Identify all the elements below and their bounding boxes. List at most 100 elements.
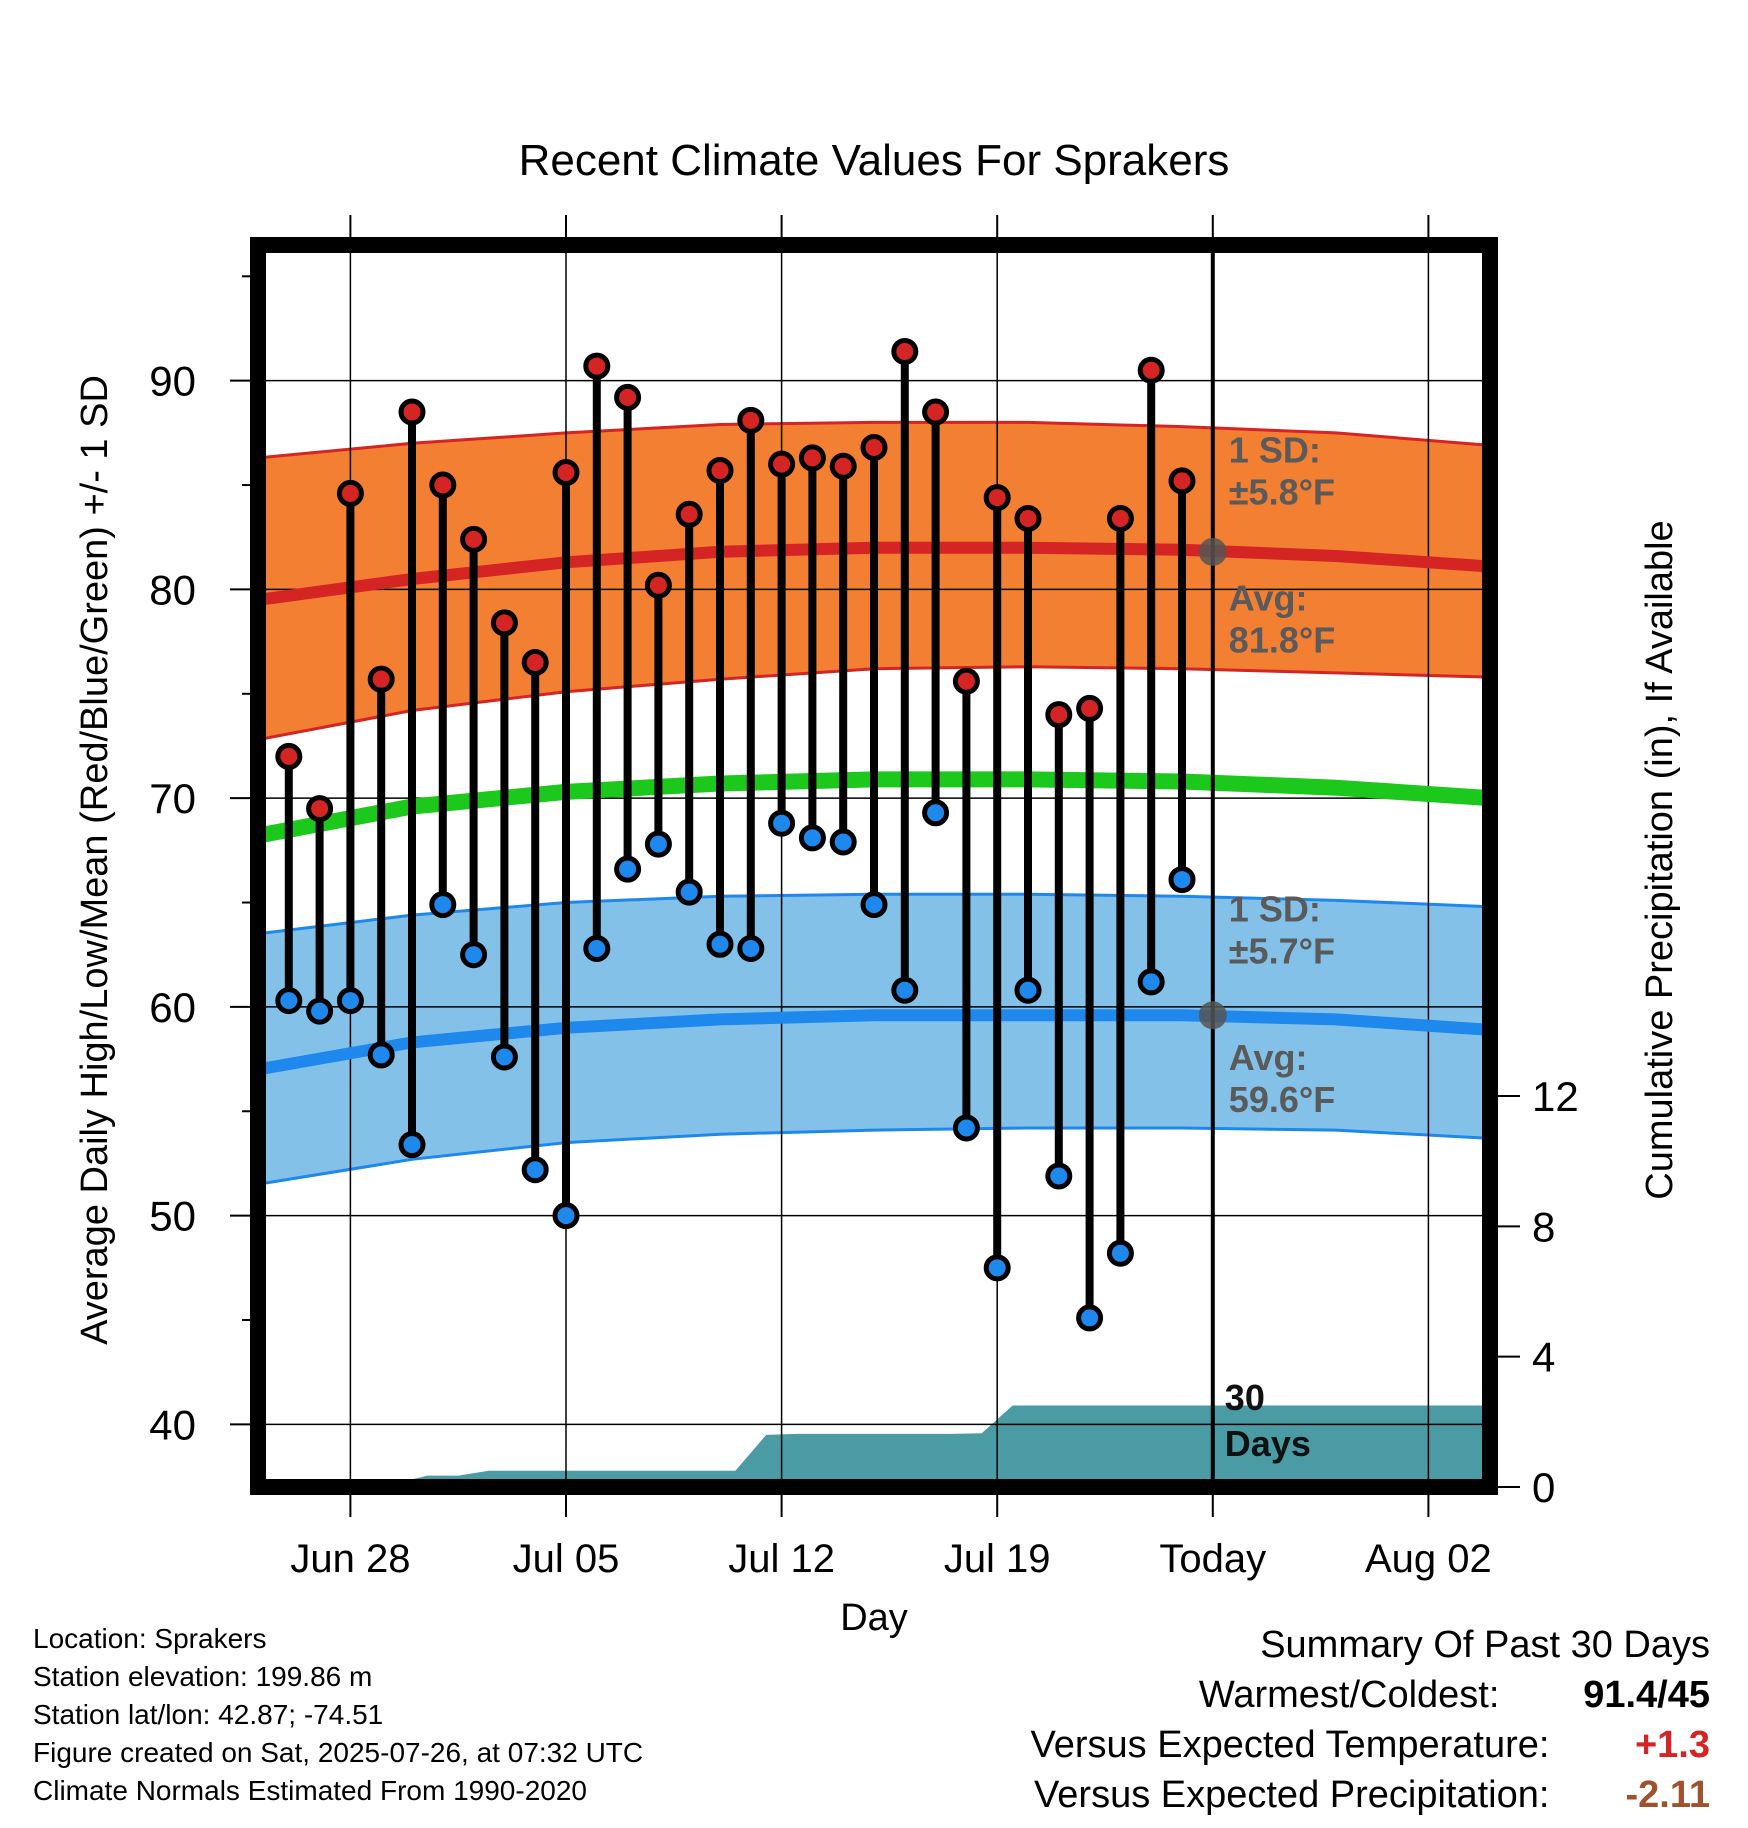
x-tick-label: Aug 02 bbox=[1365, 1537, 1492, 1581]
daily-low-point bbox=[490, 1043, 518, 1071]
band-annotation: 1 SD: bbox=[1229, 429, 1321, 470]
daily-low-point bbox=[1106, 1239, 1134, 1267]
daily-high-point bbox=[1076, 694, 1104, 722]
chart-title: Recent Climate Values For Sprakers bbox=[519, 136, 1230, 185]
daily-high-point bbox=[429, 471, 457, 499]
daily-low-point bbox=[891, 976, 919, 1004]
period-label-days: Days bbox=[1225, 1423, 1311, 1464]
x-tick-label: Jun 28 bbox=[290, 1537, 410, 1581]
daily-low-point bbox=[675, 878, 703, 906]
plot-frame bbox=[250, 237, 1498, 1495]
y2-tick-label: 12 bbox=[1532, 1073, 1579, 1120]
daily-high-point bbox=[675, 500, 703, 528]
daily-high-point bbox=[367, 665, 395, 693]
daily-low-point bbox=[614, 855, 642, 883]
band-annotation-value: ±5.8°F bbox=[1229, 471, 1335, 512]
summary-title: Summary Of Past 30 Days bbox=[1260, 1624, 1710, 1666]
y2-axis-label: Cumulative Precipitation (in), If Availa… bbox=[1639, 520, 1681, 1199]
y2-tick-label: 8 bbox=[1532, 1203, 1555, 1250]
precip-area bbox=[273, 1405, 1490, 1487]
plot-area bbox=[258, 245, 1490, 1487]
summary-precip-row: Versus Expected Precipitation: -2.11 bbox=[1031, 1770, 1710, 1820]
daily-high-point bbox=[490, 609, 518, 637]
daily-low-point bbox=[552, 1202, 580, 1230]
y-tick-label: 60 bbox=[149, 984, 196, 1031]
temp-label: Versus Expected Temperature: bbox=[1030, 1724, 1550, 1766]
y2-tick-label: 4 bbox=[1532, 1334, 1555, 1381]
daily-low-point bbox=[860, 891, 888, 919]
daily-low-point bbox=[460, 941, 488, 969]
daily-high-point bbox=[1106, 504, 1134, 532]
period-label: 30 bbox=[1225, 1377, 1265, 1418]
daily-low-point bbox=[1045, 1162, 1073, 1190]
high-upper-edge bbox=[258, 420, 1490, 460]
y-tick-label: 40 bbox=[149, 1401, 196, 1448]
x-tick-label: Jul 12 bbox=[728, 1537, 835, 1581]
daily-low-point bbox=[829, 828, 857, 856]
daily-high-point bbox=[798, 444, 826, 472]
daily-high-point bbox=[768, 450, 796, 478]
daily-low-point bbox=[398, 1131, 426, 1159]
daily-high-point bbox=[706, 456, 734, 484]
daily-low-point bbox=[706, 930, 734, 958]
daily-high-point bbox=[1137, 356, 1165, 384]
avg-low-line bbox=[258, 1009, 1490, 1076]
summary-warmest-row: Warmest/Coldest: 91.4/45 bbox=[1031, 1670, 1710, 1720]
band-annotation-value: 81.8°F bbox=[1229, 620, 1335, 661]
daily-low-point bbox=[1168, 866, 1196, 894]
daily-low-point bbox=[306, 997, 334, 1025]
x-tick-label: Today bbox=[1159, 1537, 1266, 1581]
daily-high-point bbox=[614, 383, 642, 411]
daily-low-point bbox=[275, 987, 303, 1015]
x-axis-label: Day bbox=[840, 1597, 908, 1639]
today-avg-marker bbox=[1198, 537, 1227, 566]
elevation-text: Station elevation: 199.86 m bbox=[33, 1661, 373, 1692]
daily-high-point bbox=[1168, 467, 1196, 495]
band-annotation: Avg: bbox=[1229, 578, 1308, 619]
band-annotation-value: ±5.7°F bbox=[1229, 931, 1335, 972]
y-axis-label: Average Daily High/Low/Mean (Red/Blue/Gr… bbox=[74, 375, 116, 1345]
y-tick-label: 80 bbox=[149, 566, 196, 613]
daily-high-point bbox=[891, 337, 919, 365]
daily-high-point bbox=[398, 398, 426, 426]
station-info: Location: Sprakers Station elevation: 19… bbox=[33, 1620, 643, 1810]
daily-high-point bbox=[983, 484, 1011, 512]
location-text: Location: Sprakers bbox=[33, 1623, 267, 1654]
daily-high-point bbox=[275, 742, 303, 770]
band-annotation: 1 SD: bbox=[1229, 889, 1321, 930]
daily-low-point bbox=[583, 934, 611, 962]
daily-low-point bbox=[429, 891, 457, 919]
today-avg-marker bbox=[1198, 1001, 1227, 1030]
x-tick-label: Jul 19 bbox=[944, 1537, 1051, 1581]
x-tick-label: Jul 05 bbox=[513, 1537, 620, 1581]
daily-high-point bbox=[644, 571, 672, 599]
latlon-text: Station lat/lon: 42.87; -74.51 bbox=[33, 1699, 384, 1730]
daily-high-point bbox=[306, 795, 334, 823]
daily-high-point bbox=[829, 452, 857, 480]
band-annotation: Avg: bbox=[1229, 1037, 1308, 1078]
daily-low-point bbox=[798, 824, 826, 852]
daily-low-point bbox=[1076, 1304, 1104, 1332]
warmest-value: 91.4/45 bbox=[1583, 1674, 1710, 1716]
created-text: Figure created on Sat, 2025-07-26, at 07… bbox=[33, 1737, 644, 1768]
daily-high-point bbox=[521, 648, 549, 676]
summary-panel: Summary Of Past 30 Days Warmest/Coldest:… bbox=[1031, 1620, 1710, 1820]
daily-low-point bbox=[737, 934, 765, 962]
warmest-label: Warmest/Coldest: bbox=[1198, 1674, 1500, 1716]
daily-low-point bbox=[521, 1156, 549, 1184]
daily-low-point bbox=[922, 799, 950, 827]
daily-high-point bbox=[583, 352, 611, 380]
summary-temp-row: Versus Expected Temperature: +1.3 bbox=[1031, 1720, 1710, 1770]
daily-high-point bbox=[952, 667, 980, 695]
daily-low-point bbox=[952, 1114, 980, 1142]
daily-high-point bbox=[922, 398, 950, 426]
daily-high-point bbox=[336, 479, 364, 507]
temp-value: +1.3 bbox=[1634, 1724, 1710, 1766]
daily-high-point bbox=[1014, 504, 1042, 532]
daily-high-point bbox=[860, 433, 888, 461]
y-tick-label: 70 bbox=[149, 775, 196, 822]
daily-low-point bbox=[1014, 976, 1042, 1004]
daily-high-point bbox=[1045, 701, 1073, 729]
daily-low-point bbox=[644, 830, 672, 858]
